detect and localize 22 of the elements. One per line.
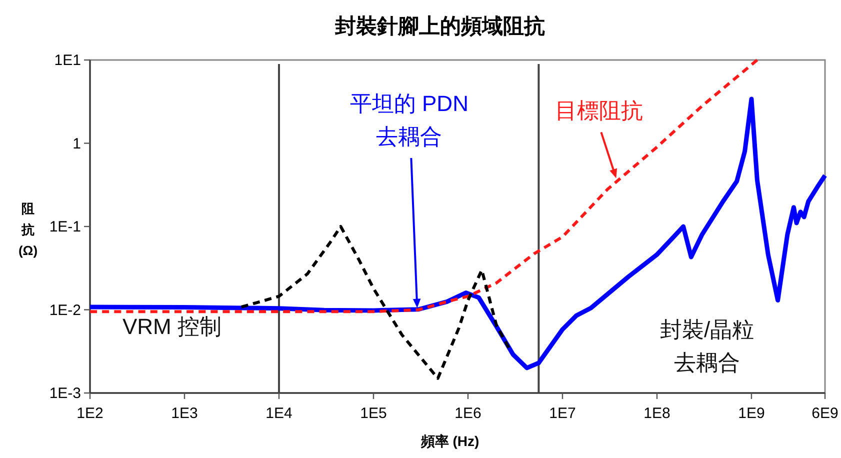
x-tick-label: 1E9 xyxy=(738,405,765,422)
x-tick-label: 1E3 xyxy=(171,405,198,422)
x-tick-label: 6E9 xyxy=(812,405,838,422)
annotation: 目標阻抗 xyxy=(555,98,644,124)
y-tick-label: 1E1 xyxy=(54,52,81,69)
y-tick-label: 1 xyxy=(72,135,81,152)
y-axis-title: 阻抗 (Ω) xyxy=(18,201,38,258)
y-tick-label: 1E-2 xyxy=(49,302,81,319)
x-tick-label: 1E8 xyxy=(644,405,670,422)
annotation: 去耦合 xyxy=(674,350,740,375)
annotation: 封裝/晶粒 xyxy=(660,317,754,342)
y-tick-label: 1E-3 xyxy=(49,385,81,402)
x-tick-label: 1E6 xyxy=(454,405,482,422)
x-tick-label: 1E2 xyxy=(76,405,104,422)
x-tick-label: 1E4 xyxy=(266,405,292,422)
x-tick-label: 1E5 xyxy=(360,405,387,422)
annotation: 平坦的 PDN 去耦合 xyxy=(350,90,468,149)
x-tick-label: 1E7 xyxy=(549,405,576,422)
chart-title: 封裝針腳上的頻域阻抗 xyxy=(334,15,545,38)
annotation: VRM 控制 xyxy=(122,314,222,339)
x-axis-title: 頻率 (Hz) xyxy=(420,433,480,449)
y-tick-label: 1E-1 xyxy=(49,218,81,236)
